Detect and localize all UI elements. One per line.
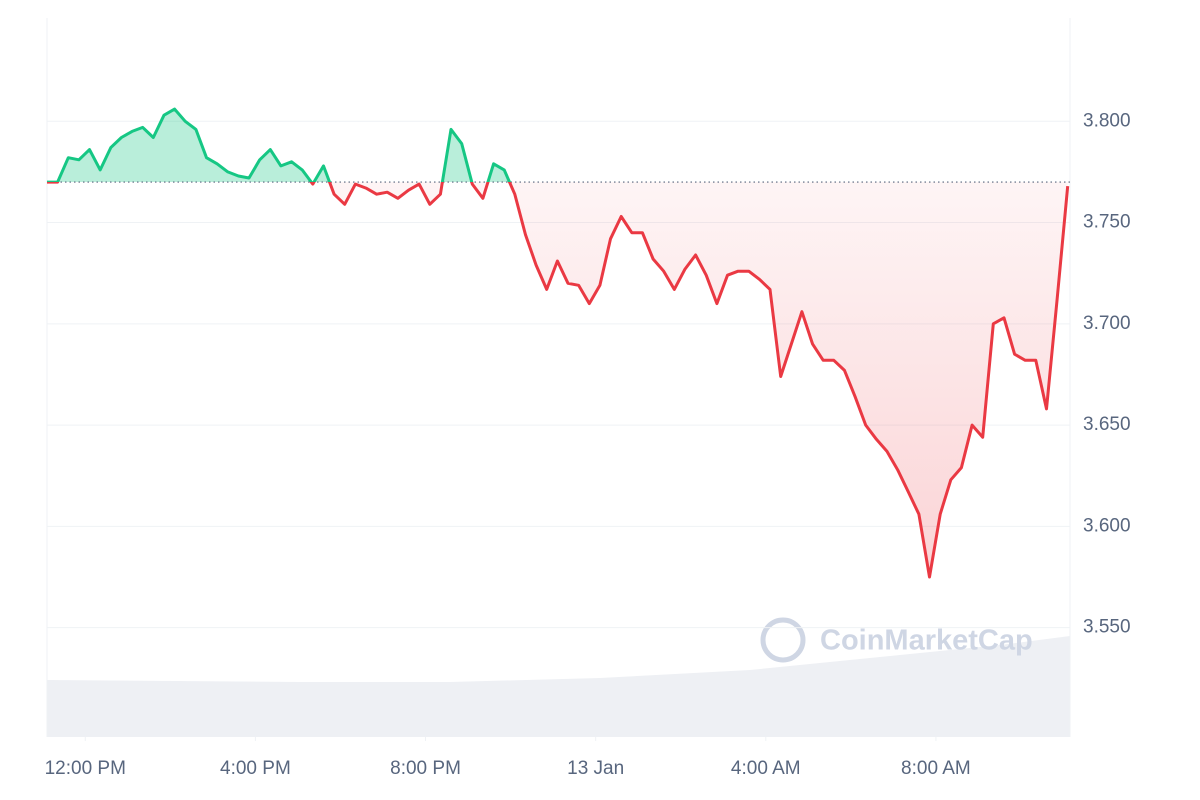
area-up bbox=[57, 109, 510, 183]
volume-area bbox=[47, 636, 1070, 737]
y-tick-label: 3.750 bbox=[1083, 212, 1131, 233]
watermark-text: CoinMarketCap bbox=[820, 625, 1033, 657]
watermark-logo bbox=[760, 617, 806, 663]
watermark: CoinMarketCap bbox=[760, 617, 1033, 663]
line-up bbox=[47, 107, 512, 183]
y-tick-label: 3.550 bbox=[1083, 617, 1131, 638]
y-tick-label: 3.800 bbox=[1083, 110, 1131, 131]
x-tick-label: 13 Jan bbox=[567, 758, 624, 779]
x-tick-label: 12:00 PM bbox=[45, 758, 126, 779]
x-tick-label: 4:00 PM bbox=[220, 758, 291, 779]
x-tick-label: 4:00 AM bbox=[731, 758, 801, 779]
x-tick-label: 8:00 AM bbox=[901, 758, 971, 779]
area-down bbox=[47, 182, 1068, 577]
x-tick-label: 8:00 PM bbox=[390, 758, 461, 779]
y-tick-label: 3.650 bbox=[1083, 414, 1131, 435]
y-tick-label: 3.600 bbox=[1083, 515, 1131, 536]
line-down bbox=[47, 182, 1070, 579]
y-tick-label: 3.700 bbox=[1083, 313, 1131, 334]
